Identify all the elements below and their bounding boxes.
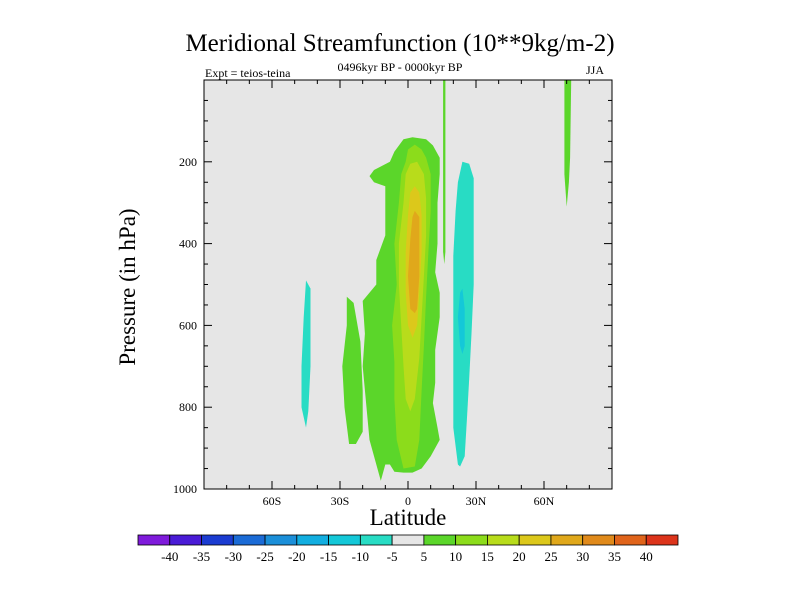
x-axis-label: Latitude xyxy=(369,505,447,530)
colorbar-swatch xyxy=(550,534,584,546)
colorbar-swatch xyxy=(391,534,425,546)
colorbar: -40 -35 -30 -25 -20 -15 -10 -5 5 10 15 20 25 30 35 40 xyxy=(137,534,679,564)
colorbar-swatch xyxy=(423,534,457,546)
axes-layer: 60S 30S 0 30N 60N 200 400 600 800 1000 xyxy=(173,79,613,508)
colorbar-label: -15 xyxy=(320,549,337,564)
colorbar-swatch xyxy=(518,534,552,546)
colorbar-swatch xyxy=(645,534,679,546)
colorbar-swatch xyxy=(582,534,615,546)
colorbar-label: -40 xyxy=(161,549,178,564)
colorbar-label: -10 xyxy=(352,549,369,564)
colorbar-label: 40 xyxy=(640,549,653,564)
x-tick-label: 60S xyxy=(263,494,282,508)
colorbar-label: -25 xyxy=(256,549,273,564)
x-tick-label: 60N xyxy=(534,494,555,508)
x-tick-label: 0 xyxy=(405,494,411,508)
y-tick-label: 1000 xyxy=(173,482,197,496)
colorbar-swatch xyxy=(137,534,171,546)
colorbar-swatch xyxy=(359,534,393,546)
colorbar-swatch xyxy=(487,534,520,546)
contour-cyan-inner-strip xyxy=(457,288,465,354)
colorbar-label: 20 xyxy=(513,549,526,564)
colorbar-label: 30 xyxy=(576,549,589,564)
colorbar-swatch xyxy=(296,534,329,546)
colorbar-swatch xyxy=(232,534,266,546)
y-tick-label: 600 xyxy=(179,318,197,332)
contour-green-lower-left-lobe xyxy=(342,296,363,444)
x-tick-label: 30S xyxy=(331,494,350,508)
colorbar-label: 35 xyxy=(608,549,621,564)
contour-green-column-30n xyxy=(443,80,446,265)
colorbar-label: 25 xyxy=(544,549,557,564)
colorbar-swatch xyxy=(201,534,234,546)
contour-layer xyxy=(301,80,572,481)
season-label: JJA xyxy=(586,63,605,77)
colorbar-swatch xyxy=(169,534,202,546)
x-tick-label: 30N xyxy=(466,494,487,508)
colorbar-label: -30 xyxy=(225,549,242,564)
chart-subtitle: 0496kyr BP - 0000kyr BP xyxy=(337,60,463,74)
y-tick-label: 800 xyxy=(179,400,197,414)
colorbar-swatch xyxy=(328,534,361,546)
colorbar-label: 10 xyxy=(449,549,462,564)
contour-orange-core xyxy=(408,210,420,314)
colorbar-label: -35 xyxy=(193,549,210,564)
colorbar-swatch xyxy=(614,534,647,546)
colorbar-label: -5 xyxy=(387,549,398,564)
colorbar-swatch xyxy=(264,534,298,546)
contour-green-column-70n xyxy=(564,80,572,207)
colorbar-swatch xyxy=(455,534,488,546)
colorbar-label: 5 xyxy=(421,549,428,564)
y-tick-label: 400 xyxy=(179,237,197,251)
colorbar-label: 15 xyxy=(481,549,494,564)
experiment-label: Expt = teios-teina xyxy=(205,66,291,80)
y-tick-label: 200 xyxy=(179,155,197,169)
colorbar-label: -20 xyxy=(288,549,305,564)
chart-title: Meridional Streamfunction (10**9kg/m-2) xyxy=(185,30,615,57)
contour-cyan-left-column xyxy=(301,280,311,428)
